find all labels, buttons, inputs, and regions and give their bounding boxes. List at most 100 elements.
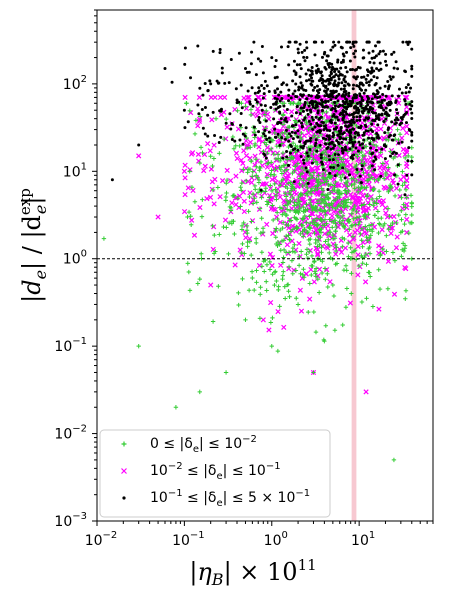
point-x-851 bbox=[243, 235, 249, 241]
point-dot-492 bbox=[357, 140, 361, 144]
point-dot-20 bbox=[337, 70, 341, 74]
point-x-199 bbox=[202, 163, 208, 169]
point-dot-804 bbox=[260, 44, 264, 48]
point-plus-1091 bbox=[352, 248, 358, 253]
point-dot-157 bbox=[341, 104, 345, 108]
point-x-839 bbox=[359, 120, 365, 126]
point-plus-569 bbox=[286, 250, 292, 255]
point-plus-56 bbox=[360, 244, 365, 249]
point-x-786 bbox=[354, 188, 361, 194]
point-dot-213 bbox=[256, 57, 260, 61]
point-plus-826 bbox=[221, 136, 227, 142]
point-dot-522 bbox=[381, 92, 385, 96]
point-plus-912 bbox=[272, 282, 277, 288]
point-plus-1043 bbox=[290, 271, 295, 276]
point-dot-670 bbox=[348, 59, 352, 63]
point-x-1004 bbox=[383, 160, 390, 166]
point-plus-619 bbox=[258, 165, 263, 171]
point-dot-648 bbox=[353, 75, 357, 79]
point-dot-400 bbox=[347, 94, 351, 98]
y-tick-label-5: 102 bbox=[63, 74, 87, 93]
point-plus-843 bbox=[287, 294, 292, 299]
point-plus-567 bbox=[246, 288, 252, 293]
point-dot-493 bbox=[297, 119, 301, 123]
point-x-900 bbox=[378, 170, 385, 176]
point-plus-505 bbox=[236, 302, 241, 308]
point-plus-609 bbox=[331, 198, 337, 203]
point-plus-861 bbox=[357, 219, 362, 225]
point-dot-998 bbox=[406, 42, 410, 46]
point-dot-436 bbox=[349, 68, 353, 72]
point-plus-186 bbox=[340, 172, 346, 178]
point-plus-385 bbox=[283, 184, 288, 189]
point-plus-394 bbox=[313, 329, 319, 335]
point-plus-258 bbox=[260, 226, 266, 231]
point-dot-722 bbox=[310, 83, 314, 87]
point-dot-901 bbox=[321, 168, 325, 172]
point-x-819 bbox=[347, 300, 354, 306]
point-x-670 bbox=[195, 123, 201, 129]
point-x-891 bbox=[182, 191, 188, 198]
point-dot-646 bbox=[295, 104, 299, 108]
point-dot-625 bbox=[298, 98, 302, 102]
point-dot-203 bbox=[370, 97, 374, 101]
point-plus-224 bbox=[354, 215, 359, 220]
point-dot-613 bbox=[370, 122, 374, 126]
point-plus-883 bbox=[367, 235, 372, 241]
point-plus-639 bbox=[396, 137, 401, 143]
point-dot-728 bbox=[376, 116, 380, 120]
point-dot-333 bbox=[301, 109, 305, 113]
point-plus-487 bbox=[312, 230, 317, 236]
point-plus-1027 bbox=[253, 236, 259, 241]
point-plus-1075 bbox=[274, 278, 279, 284]
point-plus-276 bbox=[312, 133, 317, 138]
point-plus-1112 bbox=[372, 177, 377, 182]
point-plus-371 bbox=[369, 222, 375, 227]
point-x-1109 bbox=[352, 229, 358, 236]
point-dot-443 bbox=[273, 135, 277, 139]
point-dot-266 bbox=[335, 125, 339, 129]
point-dot-197 bbox=[257, 86, 261, 90]
point-dot-817 bbox=[366, 96, 370, 100]
point-dot-282 bbox=[339, 126, 343, 130]
point-dot-23 bbox=[370, 56, 374, 60]
point-plus-135 bbox=[406, 153, 411, 159]
point-plus-248 bbox=[217, 151, 222, 156]
point-plus-1046 bbox=[330, 205, 335, 210]
point-plus-710 bbox=[403, 212, 408, 217]
point-plus-776 bbox=[358, 231, 363, 237]
point-dot-124 bbox=[255, 100, 259, 104]
point-plus-1099 bbox=[332, 183, 337, 188]
point-plus-363 bbox=[402, 243, 408, 248]
point-plus-891 bbox=[240, 241, 245, 247]
point-plus-264 bbox=[281, 269, 286, 274]
point-x-740 bbox=[211, 142, 217, 148]
point-dot-701 bbox=[357, 125, 361, 129]
point-dot-248 bbox=[305, 108, 309, 112]
point-plus-201 bbox=[258, 159, 264, 165]
point-dot-314 bbox=[392, 66, 396, 70]
point-dot-821 bbox=[377, 40, 381, 44]
point-plus-943 bbox=[376, 267, 381, 272]
point-dot-758 bbox=[366, 129, 370, 133]
point-plus-911 bbox=[339, 177, 344, 183]
point-dot-615 bbox=[329, 165, 333, 169]
point-x-372 bbox=[241, 95, 247, 101]
point-x-623 bbox=[259, 162, 266, 169]
point-dot-347 bbox=[303, 59, 307, 63]
point-dot-762 bbox=[361, 111, 365, 115]
point-x-757 bbox=[256, 144, 262, 150]
point-dot-562 bbox=[348, 173, 352, 177]
point-dot-827 bbox=[326, 78, 330, 82]
point-x-1112 bbox=[398, 177, 404, 183]
point-dot-763 bbox=[371, 118, 375, 122]
point-dot-919 bbox=[250, 86, 254, 90]
point-x-1011 bbox=[240, 160, 246, 167]
point-x-329 bbox=[207, 194, 214, 200]
point-dot-15 bbox=[336, 163, 340, 167]
point-dot-727 bbox=[343, 145, 347, 149]
point-dot-19 bbox=[310, 115, 314, 119]
point-plus-1085 bbox=[346, 219, 351, 224]
point-plus-214 bbox=[264, 288, 269, 293]
point-plus-957 bbox=[315, 145, 320, 150]
